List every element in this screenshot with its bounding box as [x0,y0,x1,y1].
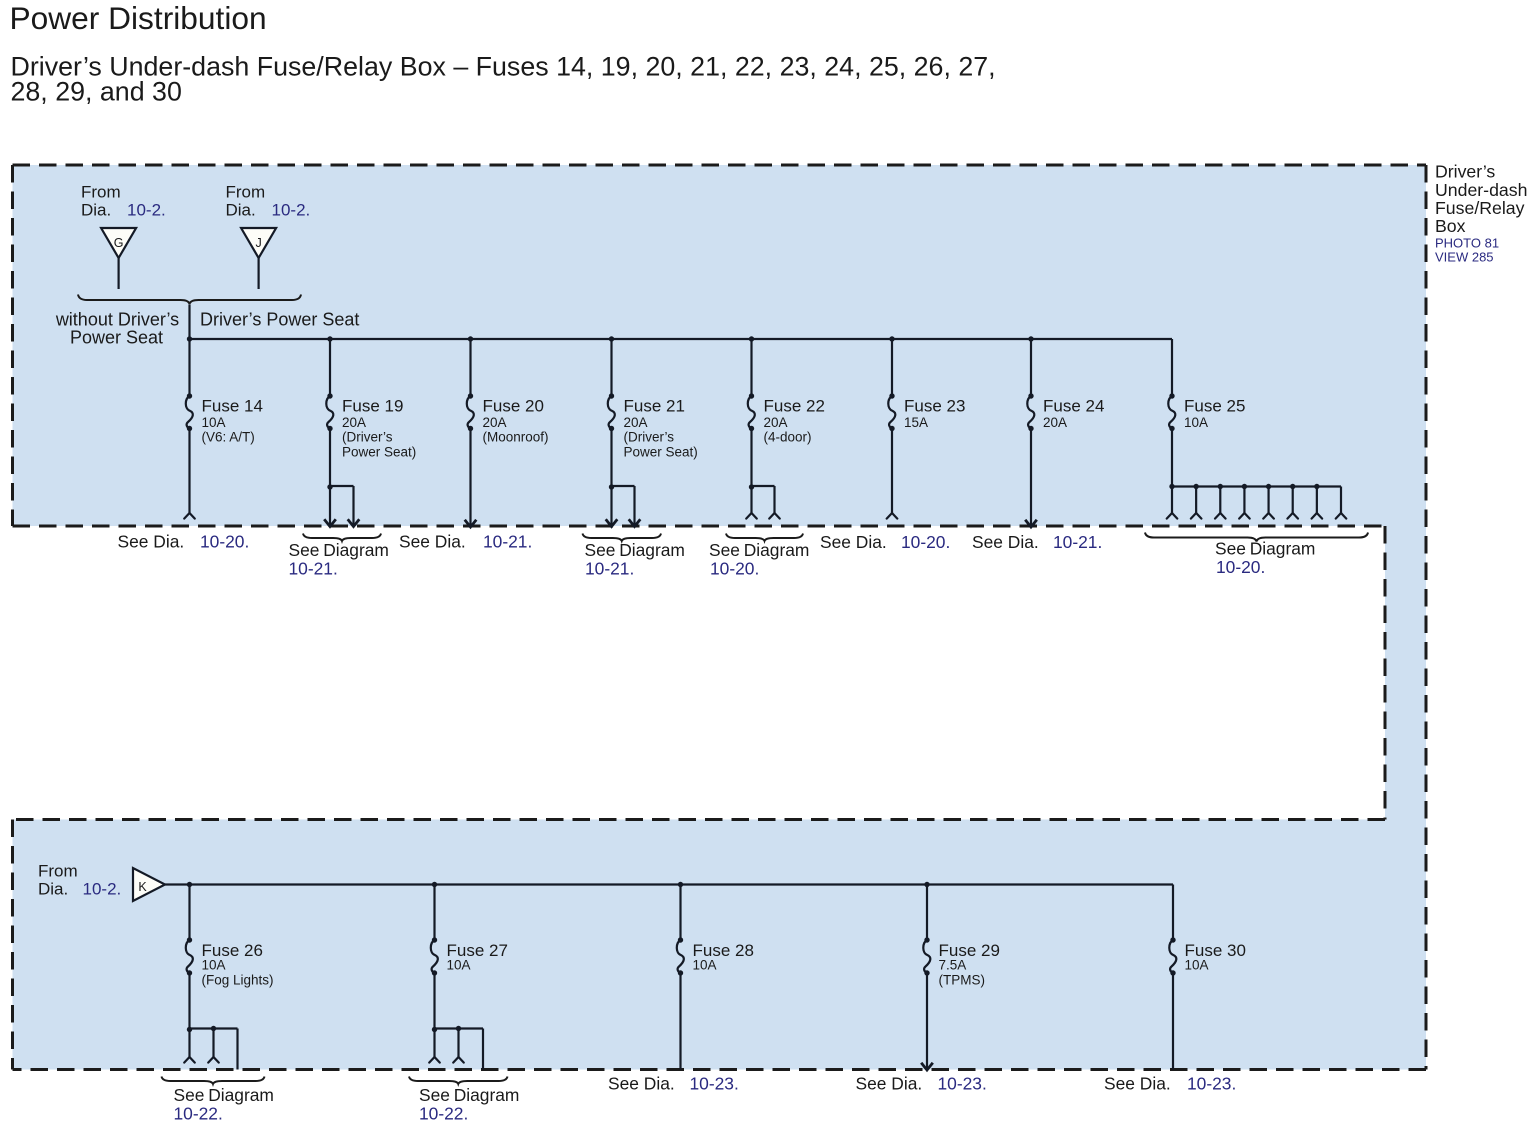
svg-text:Fuse 19: Fuse 19 [342,397,403,416]
svg-text:Dia.: Dia. [81,201,111,220]
svg-text:10-21.: 10-21. [289,559,338,579]
svg-text:Power Seat): Power Seat) [624,445,698,460]
svg-text:Driver’s: Driver’s [1435,162,1495,182]
svg-text:Diagram: Diagram [744,540,810,560]
svg-text:Diagram: Diagram [208,1085,274,1105]
svg-text:10-20.: 10-20. [200,532,249,552]
svg-text:Fuse 25: Fuse 25 [1184,397,1245,416]
svg-text:10-22.: 10-22. [419,1104,468,1124]
svg-text:10-22.: 10-22. [174,1104,223,1124]
svg-text:J: J [255,236,261,250]
svg-text:See: See [289,540,320,560]
svg-text:See: See [174,1085,205,1105]
svg-text:Fuse 26: Fuse 26 [202,941,263,960]
svg-text:See Dia.: See Dia. [972,532,1039,552]
svg-text:See Dia.: See Dia. [820,532,887,552]
svg-text:10-23.: 10-23. [938,1074,987,1094]
svg-text:20A: 20A [342,415,366,430]
svg-text:Diagram: Diagram [619,540,685,560]
svg-text:(V6: A/T): (V6: A/T) [202,430,255,445]
svg-text:G: G [114,236,124,250]
svg-text:From: From [226,183,266,202]
svg-text:PHOTO 81: PHOTO 81 [1435,236,1499,251]
svg-text:Power Seat): Power Seat) [342,445,416,460]
svg-text:(TPMS): (TPMS) [939,973,986,988]
svg-text:Fuse 21: Fuse 21 [624,397,685,416]
svg-text:10A: 10A [202,958,226,973]
svg-text:10-2.: 10-2. [83,880,122,899]
svg-text:10-20.: 10-20. [901,532,950,552]
svg-text:Fuse 20: Fuse 20 [483,397,544,416]
svg-text:20A: 20A [624,415,648,430]
svg-text:(Fog Lights): (Fog Lights) [202,973,274,988]
svg-text:Dia.: Dia. [226,201,256,220]
svg-text:(Driver’s: (Driver’s [342,430,393,445]
svg-text:10-21.: 10-21. [1053,532,1102,552]
svg-text:Diagram: Diagram [1250,539,1316,559]
svg-text:See Dia.: See Dia. [608,1074,675,1094]
svg-text:Fuse 14: Fuse 14 [202,397,263,416]
svg-text:10-2.: 10-2. [272,201,311,220]
svg-text:15A: 15A [904,415,928,430]
svg-text:Fuse 24: Fuse 24 [1043,397,1104,416]
svg-text:VIEW 285: VIEW 285 [1435,250,1494,265]
svg-text:7.5A: 7.5A [939,958,967,973]
svg-text:From: From [38,862,78,881]
svg-text:Diagram: Diagram [323,540,389,560]
svg-text:10A: 10A [1184,415,1208,430]
svg-text:See: See [419,1085,450,1105]
svg-text:See: See [1215,539,1246,559]
svg-text:20A: 20A [1043,415,1067,430]
svg-text:(4-door): (4-door) [764,430,812,445]
svg-text:without Driver’s: without Driver’s [55,310,179,330]
svg-text:Fuse 23: Fuse 23 [904,397,965,416]
svg-text:From: From [81,183,121,202]
svg-text:Power Seat: Power Seat [70,328,163,348]
svg-text:K: K [138,880,147,894]
svg-text:See Dia.: See Dia. [118,532,185,552]
svg-text:Fuse 30: Fuse 30 [1185,941,1246,960]
svg-text:10A: 10A [447,958,471,973]
svg-text:See: See [709,540,740,560]
svg-text:Fuse/Relay: Fuse/Relay [1435,198,1525,218]
svg-text:10-21.: 10-21. [585,559,634,579]
svg-text:Driver’s Power Seat: Driver’s Power Seat [200,310,359,330]
svg-text:Fuse 27: Fuse 27 [447,941,508,960]
svg-text:10-21.: 10-21. [483,532,532,552]
svg-text:Driver’s Under-dash Fuse/Relay: Driver’s Under-dash Fuse/Relay Box – Fus… [11,52,996,82]
svg-text:Fuse 29: Fuse 29 [939,941,1000,960]
svg-text:Fuse 22: Fuse 22 [764,397,825,416]
svg-text:10-2.: 10-2. [127,201,166,220]
svg-text:Power Distribution: Power Distribution [10,0,267,36]
svg-text:(Driver’s: (Driver’s [624,430,675,445]
svg-text:Under-dash: Under-dash [1435,180,1527,200]
svg-text:10A: 10A [202,415,226,430]
svg-text:20A: 20A [764,415,788,430]
svg-text:10A: 10A [1185,958,1209,973]
svg-text:See Dia.: See Dia. [1104,1074,1171,1094]
svg-text:10-20.: 10-20. [1216,557,1265,577]
svg-text:Diagram: Diagram [454,1085,520,1105]
svg-text:28, 29, and 30: 28, 29, and 30 [11,77,182,107]
svg-text:See Dia.: See Dia. [399,532,466,552]
svg-text:See: See [585,540,616,560]
svg-text:(Moonroof): (Moonroof) [483,430,549,445]
svg-text:10-23.: 10-23. [1187,1074,1236,1094]
svg-text:20A: 20A [483,415,507,430]
svg-text:10-23.: 10-23. [690,1074,739,1094]
svg-text:Box: Box [1435,216,1466,236]
svg-text:10-20.: 10-20. [710,559,759,579]
svg-text:Dia.: Dia. [38,880,68,899]
svg-text:10A: 10A [693,958,717,973]
svg-text:Fuse 28: Fuse 28 [693,941,754,960]
svg-text:See Dia.: See Dia. [856,1074,923,1094]
